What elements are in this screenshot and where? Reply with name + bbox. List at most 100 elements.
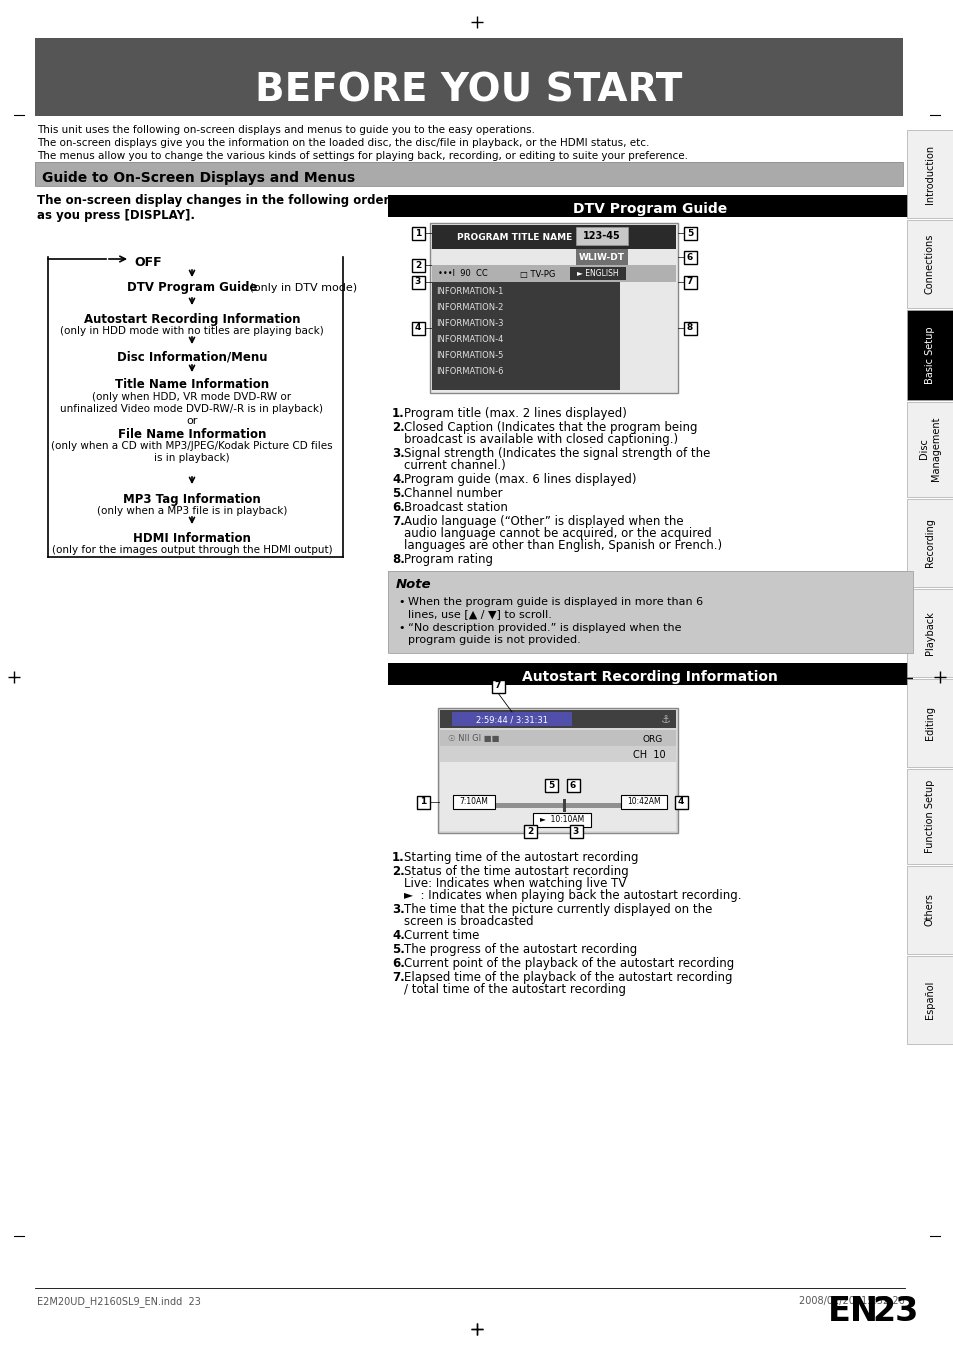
Text: Connections: Connections: [924, 234, 934, 295]
Bar: [35, 162, 902, 186]
Bar: [412, 276, 424, 289]
Text: ☉ NII GI ■■: ☉ NII GI ■■: [448, 735, 499, 743]
Text: 1: 1: [419, 797, 426, 807]
Text: 3.: 3.: [392, 447, 404, 459]
Bar: [432, 265, 676, 282]
Bar: [388, 663, 912, 685]
Text: Starting time of the autostart recording: Starting time of the autostart recording: [403, 851, 638, 865]
Text: languages are other than English, Spanish or French.): languages are other than English, Spanis…: [403, 539, 721, 553]
Bar: [683, 322, 697, 335]
Text: Editing: Editing: [924, 707, 934, 740]
Bar: [388, 571, 912, 653]
Text: Status of the time autostart recording: Status of the time autostart recording: [403, 865, 628, 878]
Text: unfinalized Video mode DVD-RW/-R is in playback): unfinalized Video mode DVD-RW/-R is in p…: [60, 404, 323, 413]
Bar: [906, 309, 953, 400]
Text: (only in DTV mode): (only in DTV mode): [246, 282, 357, 293]
Text: 7:10AM: 7:10AM: [459, 797, 488, 807]
Text: 4.: 4.: [392, 473, 404, 486]
Text: The on-screen display changes in the following order
as you press [DISPLAY].: The on-screen display changes in the fol…: [37, 195, 389, 222]
Text: OFF: OFF: [133, 257, 161, 269]
Text: lines, use [▲ / ▼] to scroll.: lines, use [▲ / ▼] to scroll.: [408, 609, 551, 619]
Text: 3: 3: [415, 277, 420, 286]
Bar: [906, 957, 953, 1044]
Text: WLIW-DT: WLIW-DT: [578, 254, 624, 262]
Text: (only when a CD with MP3/JPEG/Kodak Picture CD files: (only when a CD with MP3/JPEG/Kodak Pict…: [51, 440, 333, 451]
Text: ORG: ORG: [642, 735, 662, 743]
Text: 1.: 1.: [392, 851, 404, 865]
Text: Audio language (“Other” is displayed when the: Audio language (“Other” is displayed whe…: [403, 515, 683, 528]
Text: Note: Note: [395, 578, 431, 592]
Text: MP3 Tag Information: MP3 Tag Information: [123, 493, 260, 505]
Bar: [492, 680, 504, 693]
Bar: [453, 794, 495, 809]
Text: 2: 2: [415, 261, 420, 269]
Text: 8.: 8.: [392, 553, 404, 566]
Text: Autostart Recording Information: Autostart Recording Information: [84, 312, 300, 326]
Text: Closed Caption (Indicates that the program being: Closed Caption (Indicates that the progr…: [403, 422, 697, 434]
Bar: [576, 249, 627, 265]
Text: The on-screen displays give you the information on the loaded disc, the disc/fil: The on-screen displays give you the info…: [37, 138, 649, 149]
Bar: [388, 195, 912, 218]
Text: 2:59:44 / 3:31:31: 2:59:44 / 3:31:31: [476, 716, 547, 724]
Text: Playback: Playback: [924, 611, 934, 655]
Bar: [439, 762, 676, 831]
Text: 5.: 5.: [392, 486, 404, 500]
Text: Function Setup: Function Setup: [924, 780, 934, 852]
Text: BEFORE YOU START: BEFORE YOU START: [255, 72, 682, 109]
Text: Program guide (max. 6 lines displayed): Program guide (max. 6 lines displayed): [403, 473, 636, 486]
Bar: [430, 223, 678, 393]
Text: (only in HDD mode with no titles are playing back): (only in HDD mode with no titles are pla…: [60, 326, 323, 336]
Text: INFORMATION-2: INFORMATION-2: [436, 303, 503, 312]
Bar: [412, 322, 424, 335]
Text: Others: Others: [924, 893, 934, 927]
Bar: [35, 162, 902, 174]
Text: When the program guide is displayed in more than 6: When the program guide is displayed in m…: [408, 597, 702, 607]
Bar: [523, 825, 537, 838]
Text: Disc
Management: Disc Management: [919, 416, 940, 481]
Text: 6: 6: [569, 781, 576, 789]
Text: 7.: 7.: [392, 515, 404, 528]
Text: / total time of the autostart recording: / total time of the autostart recording: [403, 984, 625, 996]
Text: 4.: 4.: [392, 929, 404, 942]
Text: Basic Setup: Basic Setup: [924, 326, 934, 384]
Text: INFORMATION-1: INFORMATION-1: [436, 286, 503, 296]
Text: 4: 4: [415, 323, 420, 332]
Bar: [453, 802, 662, 808]
Text: The time that the picture currently displayed on the: The time that the picture currently disp…: [403, 902, 712, 916]
Text: □ TV-PG: □ TV-PG: [519, 269, 555, 278]
Bar: [906, 130, 953, 218]
Text: Autostart Recording Information: Autostart Recording Information: [521, 670, 777, 684]
Text: is in playback): is in playback): [154, 453, 230, 463]
Bar: [439, 711, 676, 728]
Text: program guide is not provided.: program guide is not provided.: [408, 635, 580, 644]
Text: ►  10:10AM: ► 10:10AM: [539, 816, 583, 824]
Bar: [906, 680, 953, 767]
Bar: [683, 251, 697, 263]
Text: 3: 3: [572, 827, 578, 835]
Text: Signal strength (Indicates the signal strength of the: Signal strength (Indicates the signal st…: [403, 447, 710, 459]
Bar: [906, 866, 953, 954]
Text: Introduction: Introduction: [924, 145, 934, 204]
Text: ⚓: ⚓: [660, 715, 670, 725]
Text: current channel.): current channel.): [403, 459, 505, 471]
Text: Title Name Information: Title Name Information: [114, 378, 269, 392]
Bar: [675, 796, 687, 809]
Text: 1: 1: [415, 228, 420, 238]
Text: 6.: 6.: [392, 501, 404, 513]
Text: ► ENGLISH: ► ENGLISH: [577, 269, 618, 278]
Bar: [388, 571, 912, 653]
Text: Recording: Recording: [924, 519, 934, 567]
Text: Español: Español: [924, 981, 934, 1019]
Text: 2008/02/20  15:32:26: 2008/02/20 15:32:26: [799, 1296, 904, 1306]
Text: E2M20UD_H2160SL9_EN.indd  23: E2M20UD_H2160SL9_EN.indd 23: [37, 1296, 201, 1306]
Bar: [439, 746, 676, 762]
Text: 6.: 6.: [392, 957, 404, 970]
Bar: [35, 38, 902, 116]
Text: 2.: 2.: [392, 422, 404, 434]
Text: audio language cannot be acquired, or the acquired: audio language cannot be acquired, or th…: [403, 527, 711, 540]
Bar: [544, 780, 558, 792]
Bar: [439, 730, 676, 746]
Text: •••l  90  CC: •••l 90 CC: [437, 269, 487, 278]
Text: (only for the images output through the HDMI output): (only for the images output through the …: [51, 544, 332, 555]
Text: 2: 2: [526, 827, 533, 835]
